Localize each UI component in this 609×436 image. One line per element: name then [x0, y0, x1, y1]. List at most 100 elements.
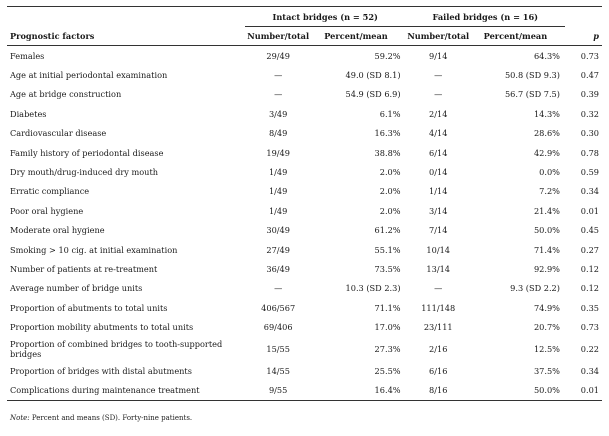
p-value-cell: 0.12: [580, 283, 599, 294]
table-row: Age at bridge construction — 54.9 (SD 6.9)…: [7, 85, 602, 104]
failed-bridges-header: Failed bridges (n = 16): [405, 6, 565, 27]
factor-cell: Complications during maintenance treatme…: [7, 380, 245, 401]
intact-number-total-header: Number/total: [244, 26, 312, 46]
intact-percent-mean-cell: 49.0 (SD 8.1): [345, 70, 401, 81]
intact-number-total-cell: 406/567: [261, 302, 296, 313]
intact-number-total-cell: 30/49: [266, 225, 290, 236]
failed-number-total-cell: 7/14: [429, 225, 448, 236]
failed-percent-mean-header: Percent/mean: [470, 26, 565, 46]
factor-cell: Dry mouth/drug-induced dry mouth: [10, 167, 159, 178]
intact-number-total-cell: 15/55: [266, 343, 290, 354]
failed-number-total-cell: 23/111: [423, 322, 453, 333]
factor-cell: Diabetes: [10, 108, 47, 119]
factor-cell: Proportion of bridges with distal abutme…: [10, 365, 192, 376]
p-value-cell: 0.32: [580, 108, 599, 119]
failed-percent-mean-cell: 28.6%: [533, 128, 560, 139]
p-value-cell: 0.47: [580, 70, 599, 81]
intact-percent-mean-cell: 61.2%: [374, 225, 401, 236]
note-label: Note:: [10, 414, 30, 422]
factor-cell: Proportion of abutments to total units: [10, 302, 168, 313]
failed-number-total-cell: 6/14: [429, 147, 448, 158]
failed-percent-mean-cell: 0.0%: [539, 167, 560, 178]
factor-cell: Age at bridge construction: [10, 89, 122, 100]
failed-percent-mean-cell: 42.9%: [533, 147, 560, 158]
failed-number-total-cell: 4/14: [429, 128, 448, 139]
intact-percent-mean-cell: 54.9 (SD 6.9): [345, 89, 401, 100]
p-value-cell: 0.73: [580, 322, 599, 333]
factor-cell: Proportion mobility abutments to total u…: [10, 322, 194, 333]
table-row: Diabetes 3/49 6.1% 2/14 14.3% 0.32: [7, 104, 602, 123]
failed-percent-mean-cell: 12.5%: [533, 343, 560, 354]
empty-header-cell: [7, 7, 245, 27]
table-row: Proportion of abutments to total units 40…: [7, 298, 602, 317]
failed-percent-mean-cell: 50.8 (SD 9.3): [504, 70, 560, 81]
factor-cell: Age at initial periodontal examination: [10, 70, 168, 81]
intact-percent-mean-cell: 38.8%: [374, 147, 401, 158]
factor-cell: Cardiovascular disease: [10, 128, 107, 139]
intact-percent-mean-cell: 2.0%: [379, 186, 401, 197]
failed-number-total-cell: 3/14: [429, 205, 448, 216]
table-row: Dry mouth/drug-induced dry mouth 1/49 2.0%…: [7, 162, 602, 181]
table-row: Family history of periodontal disease 19/…: [7, 143, 602, 162]
prognostic-factors-table: Intact bridges (n = 52) Failed bridges (…: [7, 6, 602, 401]
intact-number-total-cell: 69/406: [263, 322, 293, 333]
failed-percent-mean-cell: 37.5%: [533, 365, 560, 376]
intact-number-total-cell: —: [274, 89, 283, 100]
intact-number-total-cell: 8/49: [268, 128, 288, 139]
intact-number-total-cell: 1/49: [268, 186, 288, 197]
table-group-header-row: Intact bridges (n = 52) Failed bridges (…: [7, 6, 602, 27]
note-text: Percent and means (SD). Forty-nine patie…: [29, 414, 193, 422]
intact-number-total-cell: —: [274, 283, 283, 294]
intact-bridges-header: Intact bridges (n = 52): [244, 6, 406, 27]
failed-percent-mean-cell: 74.9%: [533, 302, 560, 313]
failed-number-total-header: Number/total: [405, 26, 471, 46]
failed-number-total-cell: 9/14: [429, 50, 448, 61]
factor-cell: Proportion of combined bridges to tooth-…: [10, 338, 223, 359]
failed-percent-mean-cell: 7.2%: [539, 186, 560, 197]
failed-number-total-cell: 2/14: [429, 108, 448, 119]
failed-number-total-cell: —: [434, 89, 443, 100]
table-row: Number of patients at re-treatment 36/49 7…: [7, 259, 602, 278]
table-row: Proportion mobility abutments to total u…: [7, 317, 602, 336]
intact-number-total-cell: 36/49: [266, 263, 290, 274]
table-body: Females 29/49 59.2% 9/14 64.3% 0.73 Age at ini…: [7, 46, 602, 401]
failed-number-total-cell: 8/16: [405, 380, 471, 401]
factor-cell: Smoking > 10 cig. at initial examination: [10, 244, 178, 255]
intact-percent-mean-cell: 16.3%: [374, 128, 401, 139]
failed-percent-mean-cell: 64.3%: [533, 50, 560, 61]
failed-number-total-cell: 10/14: [426, 244, 451, 255]
intact-number-total-cell: 1/49: [268, 167, 288, 178]
table-column-header-row: Prognostic factors Number/total Percent/…: [7, 26, 602, 46]
table-row: Age at initial periodontal examination — 4…: [7, 65, 602, 84]
table-row: Complications during maintenance treatme…: [7, 380, 602, 401]
p-value-cell: 0.35: [580, 302, 599, 313]
factor-cell: Moderate oral hygiene: [10, 225, 105, 236]
failed-number-total-cell: 6/16: [429, 365, 448, 376]
failed-percent-mean-cell: 14.3%: [533, 108, 560, 119]
p-value-header: p: [564, 26, 602, 46]
empty-header-cell: [565, 7, 602, 27]
failed-number-total-cell: 111/148: [421, 302, 456, 313]
intact-percent-mean-cell: 17.0%: [374, 322, 401, 333]
table-row: Moderate oral hygiene 30/49 61.2% 7/14 50.0%…: [7, 221, 602, 240]
intact-number-total-cell: 9/55: [244, 380, 312, 401]
intact-percent-mean-header: Percent/mean: [311, 26, 406, 46]
p-value-cell: 0.78: [580, 147, 599, 158]
table-row: Poor oral hygiene 1/49 2.0% 3/14 21.4% 0.01: [7, 201, 602, 220]
p-value-cell: 0.73: [580, 50, 599, 61]
p-value-cell: 0.34: [580, 186, 599, 197]
p-value-cell: 0.22: [580, 343, 599, 354]
failed-number-total-cell: —: [434, 283, 443, 294]
p-value-cell: 0.34: [580, 365, 599, 376]
p-value-cell: 0.39: [580, 89, 599, 100]
failed-number-total-cell: 1/14: [429, 186, 448, 197]
table-row: Erratic compliance 1/49 2.0% 1/14 7.2% 0.34: [7, 182, 602, 201]
factor-cell: Erratic compliance: [10, 186, 90, 197]
factor-cell: Poor oral hygiene: [10, 205, 84, 216]
factor-cell: Females: [10, 50, 45, 61]
p-value-cell: 0.12: [580, 263, 599, 274]
intact-percent-mean-cell: 16.4%: [311, 380, 406, 401]
table-row: Females 29/49 59.2% 9/14 64.3% 0.73: [7, 46, 602, 66]
intact-percent-mean-cell: 73.5%: [374, 263, 401, 274]
